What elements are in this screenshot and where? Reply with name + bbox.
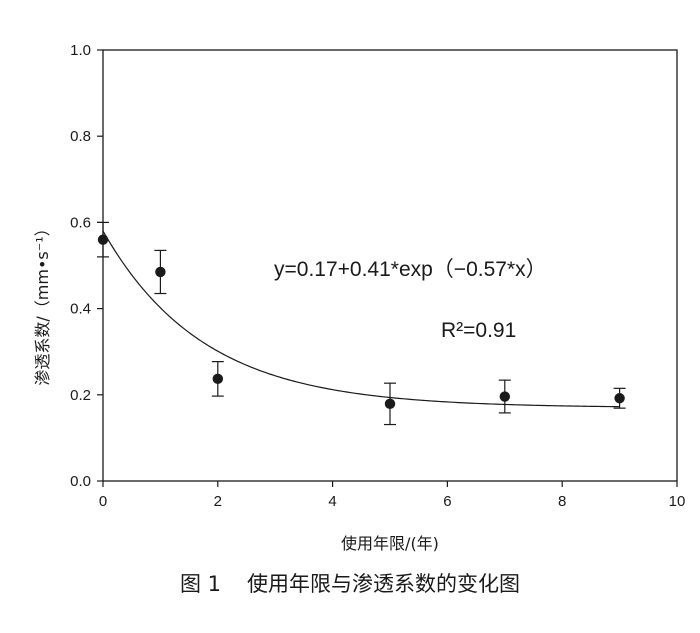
r-squared-label: R²=0.91: [441, 319, 516, 342]
x-tick-label-5: 10: [669, 493, 686, 510]
plot-area: 0 2 4 6 8 10 0.0 0.2 0.4 0.6 0.8 1.0: [70, 42, 685, 510]
figure-number: 图 1: [179, 572, 222, 596]
fit-equation-label: y=0.17+0.41*exp（−0.57*x）: [274, 258, 547, 281]
y-tick-label-3: 0.6: [70, 214, 91, 231]
y-tick-label-1: 0.2: [70, 387, 91, 404]
y-tick-label-4: 0.8: [70, 128, 91, 145]
y-tick-label-2: 0.4: [70, 301, 91, 318]
x-tick-label-2: 4: [328, 493, 336, 510]
x-tick-label-4: 8: [558, 493, 566, 510]
data-point-2: [212, 373, 223, 385]
plot-frame: [102, 49, 678, 482]
chart: 0 2 4 6 8 10 0.0 0.2 0.4 0.6 0.8 1.0 y=0.17+0.41*ex…: [33, 42, 685, 553]
y-axis-title: 渗透系数/（mm•s⁻¹）: [33, 220, 52, 385]
data-point-4: [499, 391, 510, 402]
figure-caption-text: 使用年限与渗透系数的变化图: [247, 572, 521, 596]
y-tick-label-5: 1.0: [70, 42, 91, 59]
fit-curve: [102, 230, 620, 408]
x-axis-title: 使用年限/(年): [341, 534, 439, 553]
data-point-3: [384, 398, 396, 410]
data-point-5: [614, 393, 625, 404]
data-point-0: [97, 234, 109, 245]
y-tick-label-0: 0.0: [70, 473, 91, 490]
x-tick-label-1: 2: [214, 493, 222, 510]
data-point-1: [155, 266, 166, 278]
figure-caption: 图 1 使用年限与渗透系数的变化图: [0, 568, 700, 598]
x-tick-label-0: 0: [99, 493, 107, 510]
x-tick-label-3: 6: [443, 493, 451, 510]
